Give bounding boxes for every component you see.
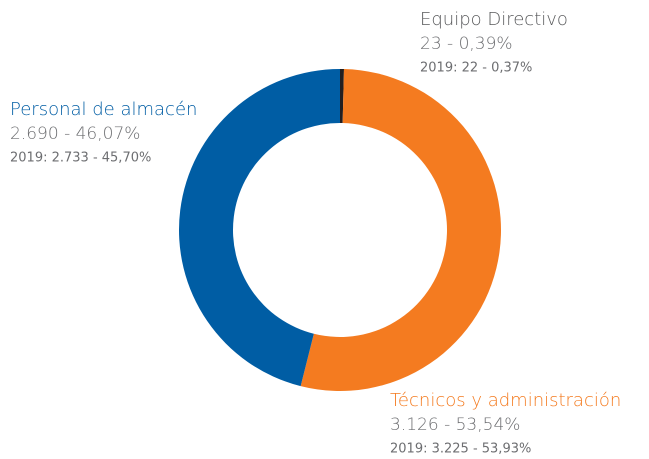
segment-name: Técnicos y administración: [390, 390, 621, 411]
segment-previous: 2019: 22 - 0,37%: [420, 61, 532, 76]
segment-name: Equipo Directivo: [420, 9, 568, 30]
segment-previous: 2019: 3.225 - 53,93%: [390, 442, 531, 457]
segment-value: 2.690 - 46,07%: [10, 124, 140, 144]
donut-segment: [300, 69, 501, 391]
segment-value: 3.126 - 53,54%: [390, 415, 520, 435]
donut-segment: [178, 69, 340, 387]
segment-name: Personal de almacén: [10, 99, 197, 120]
segment-previous: 2019: 2.733 - 45,70%: [10, 151, 151, 166]
donut-segment: [340, 69, 344, 124]
segment-value: 23 - 0,39%: [420, 34, 513, 54]
